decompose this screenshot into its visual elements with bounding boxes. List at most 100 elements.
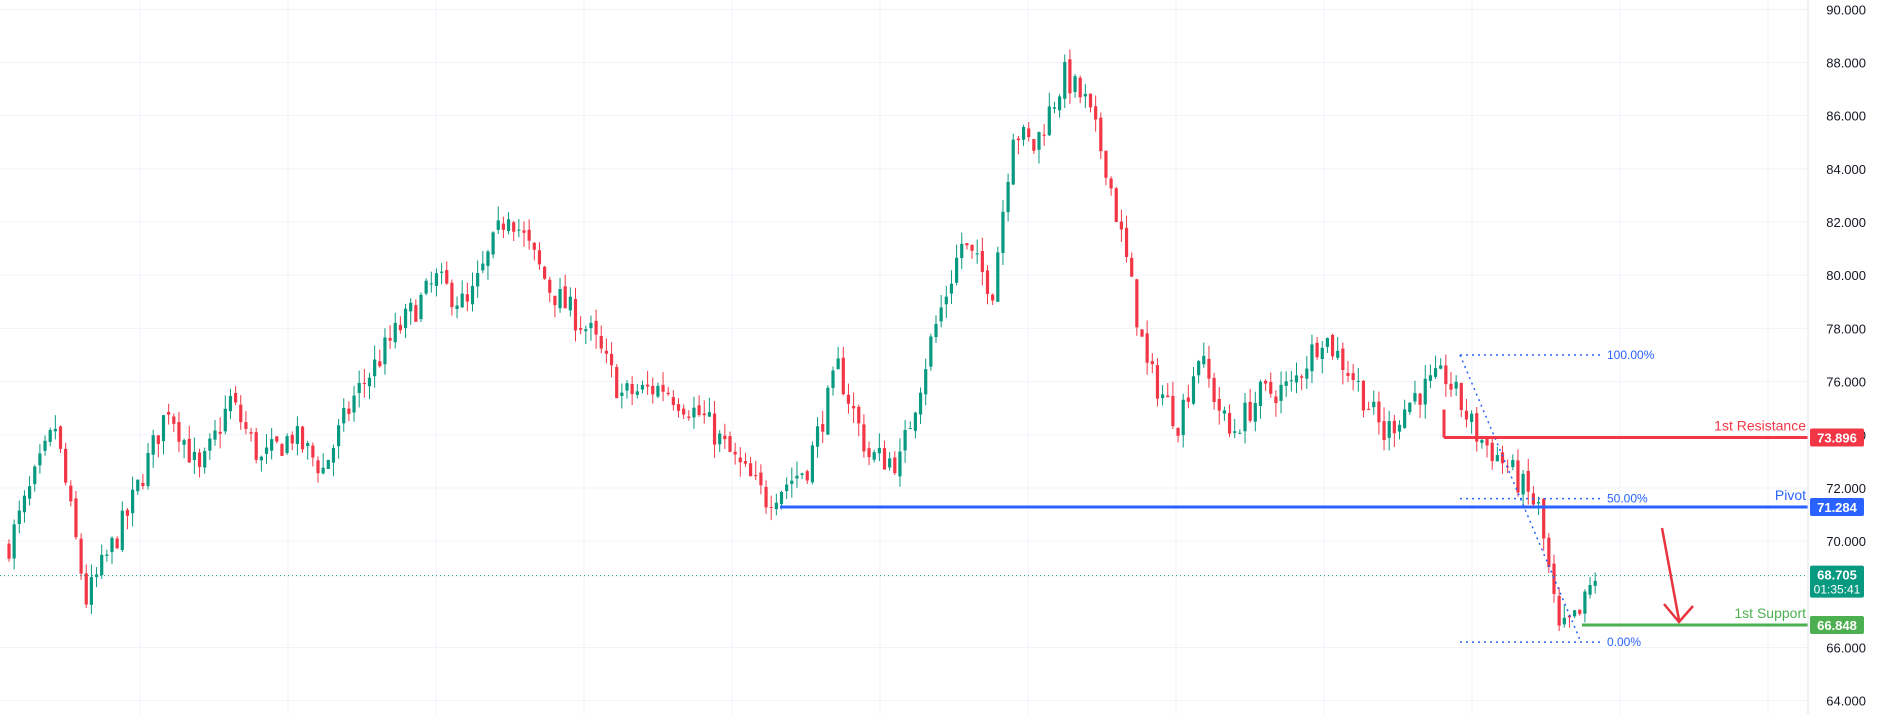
candle-body (960, 243, 964, 259)
candle-body (1573, 610, 1577, 617)
candle-body (1130, 257, 1134, 277)
candle-body (929, 336, 933, 367)
candle-body (239, 404, 243, 423)
candle-body (888, 458, 892, 468)
candle-body (826, 387, 830, 435)
candle-body (403, 308, 408, 329)
candle-body (991, 294, 995, 301)
candle-body (187, 438, 191, 463)
candle-body (342, 407, 346, 424)
candle-body (563, 286, 567, 309)
candle-body (646, 384, 650, 387)
candle-body (651, 385, 655, 395)
candle-body (1336, 350, 1340, 358)
candle-body (1454, 381, 1458, 389)
chart-grid (0, 0, 1808, 714)
candle-body (58, 426, 63, 449)
y-tick-label: 78.000 (1826, 321, 1866, 336)
candle-body (1171, 396, 1175, 427)
candle-body (1238, 432, 1242, 434)
candle-body (867, 448, 871, 458)
candle-body (326, 459, 330, 469)
pivot-label: Pivot (1775, 487, 1806, 503)
candle-body (522, 230, 526, 233)
candle-body (852, 406, 856, 409)
candle-body (409, 302, 413, 312)
candle-body (1181, 399, 1185, 436)
candle-body (1408, 402, 1412, 413)
candle-body (759, 472, 763, 486)
candle-body (795, 475, 799, 479)
candle-body (1042, 134, 1046, 136)
price-levels: 1st Resistance Pivot 1st Support (0, 409, 1808, 627)
candle-body (573, 298, 578, 331)
candle-body (105, 554, 109, 556)
candle-body (862, 424, 866, 452)
candle-body (347, 408, 351, 414)
candle-body (1197, 361, 1201, 376)
down-arrow-icon (1660, 527, 1694, 624)
candle-body (275, 436, 279, 442)
candle-body (131, 489, 135, 514)
y-tick-label: 76.000 (1826, 375, 1866, 390)
candle-body (630, 383, 634, 395)
candle-body (120, 510, 124, 551)
candle-body (1058, 96, 1062, 111)
candle-body (1052, 107, 1057, 109)
candle-body (1480, 439, 1484, 443)
candle-body (1325, 338, 1329, 347)
candle-body (1330, 334, 1335, 357)
candle-body (136, 479, 140, 492)
candle-body (769, 506, 773, 508)
candle-body (1212, 377, 1216, 403)
candle-body (1470, 413, 1474, 422)
candle-body (1274, 396, 1278, 404)
candle-body (306, 443, 310, 447)
candle-body (692, 407, 696, 418)
support-badge-label: 66.848 (1817, 618, 1857, 633)
candle-body (785, 484, 789, 492)
candle-body (579, 328, 583, 330)
candle-body (1207, 358, 1211, 379)
candle-body (177, 422, 181, 442)
candle-body (589, 322, 593, 329)
candle-body (357, 382, 361, 394)
candle-body (1593, 580, 1597, 586)
candle-body (424, 280, 428, 294)
candle-body (1222, 410, 1226, 414)
candle-body (141, 482, 145, 487)
candle-body (316, 460, 320, 474)
candle-body (1413, 392, 1417, 402)
candle-body (1140, 329, 1144, 337)
candle-body (1186, 397, 1190, 402)
current-price-label: 68.705 (1817, 568, 1857, 583)
candle-body (172, 416, 176, 424)
candle-body (1001, 211, 1005, 254)
candle-body (1578, 609, 1582, 614)
y-tick-label: 66.000 (1826, 641, 1866, 656)
candle-body (321, 467, 325, 474)
candle-body (1063, 62, 1067, 99)
candle-body (208, 438, 212, 451)
support-label: 1st Support (1734, 605, 1806, 621)
candle-body (728, 436, 732, 452)
price-axis[interactable]: 90.000 88.000 86.000 84.000 82.000 80.000 78.0… (1807, 0, 1866, 714)
candle-body (1202, 355, 1206, 365)
candle-body (1094, 106, 1098, 120)
candle-body (877, 447, 881, 454)
candle-body (1109, 178, 1113, 189)
candle-body (53, 428, 57, 432)
candle-body (337, 425, 341, 447)
candle-body (908, 428, 912, 430)
candle-body (594, 320, 598, 335)
y-tick-label: 82.000 (1826, 215, 1866, 230)
candle-body (537, 250, 542, 265)
candle-body (1583, 591, 1587, 614)
candle-body (69, 485, 73, 502)
candle-body (249, 432, 253, 434)
candle-body (517, 229, 521, 231)
candle-body (388, 337, 392, 341)
candle-body (470, 285, 475, 305)
